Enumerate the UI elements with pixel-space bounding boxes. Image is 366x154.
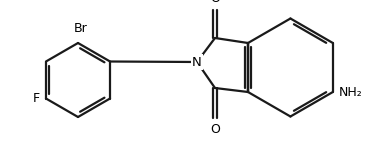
Text: Br: Br bbox=[74, 22, 88, 36]
Text: F: F bbox=[33, 92, 40, 105]
Text: NH₂: NH₂ bbox=[339, 85, 363, 99]
Text: N: N bbox=[192, 55, 202, 69]
Text: O: O bbox=[210, 0, 220, 5]
Text: O: O bbox=[210, 123, 220, 136]
